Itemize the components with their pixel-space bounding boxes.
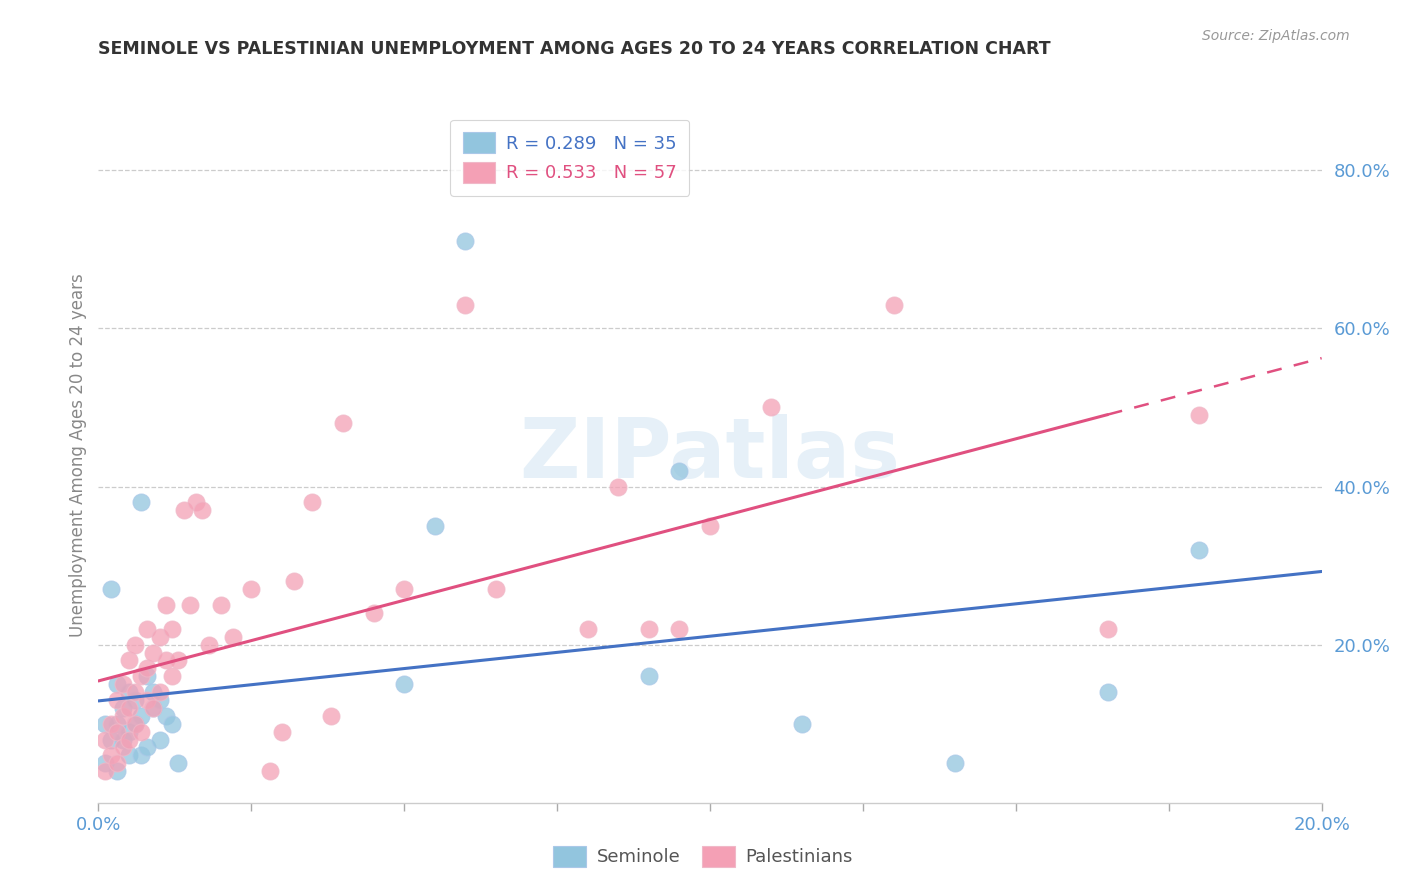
Point <box>1188 409 1211 423</box>
Point <box>637 622 661 636</box>
Point <box>160 669 183 683</box>
Point <box>319 708 342 723</box>
Point <box>118 701 141 715</box>
Point <box>136 661 159 675</box>
Point <box>240 582 263 597</box>
Legend: R = 0.289   N = 35, R = 0.533   N = 57: R = 0.289 N = 35, R = 0.533 N = 57 <box>450 120 689 195</box>
Point <box>699 519 721 533</box>
Point <box>191 503 214 517</box>
Point <box>149 732 172 747</box>
Point <box>105 724 128 739</box>
Point <box>124 716 146 731</box>
Point <box>129 724 152 739</box>
Point <box>454 235 477 249</box>
Point <box>197 638 219 652</box>
Point <box>129 495 152 509</box>
Point <box>167 756 190 771</box>
Y-axis label: Unemployment Among Ages 20 to 24 years: Unemployment Among Ages 20 to 24 years <box>69 273 87 637</box>
Point <box>118 724 141 739</box>
Point <box>283 574 305 589</box>
Point <box>118 748 141 763</box>
Point <box>105 693 128 707</box>
Point <box>160 716 183 731</box>
Point <box>93 732 115 747</box>
Point <box>209 598 232 612</box>
Point <box>93 764 115 779</box>
Point <box>129 748 152 763</box>
Point <box>186 495 208 509</box>
Point <box>129 669 152 683</box>
Point <box>136 669 159 683</box>
Point <box>149 630 172 644</box>
Text: Source: ZipAtlas.com: Source: ZipAtlas.com <box>1202 29 1350 43</box>
Point <box>1097 622 1119 636</box>
Point <box>136 740 159 755</box>
Point <box>124 693 146 707</box>
Point <box>392 677 416 691</box>
Point <box>576 622 599 636</box>
Point <box>100 732 122 747</box>
Point <box>136 693 159 707</box>
Point <box>259 764 281 779</box>
Point <box>363 606 385 620</box>
Point <box>167 653 190 667</box>
Point <box>136 622 159 636</box>
Point <box>111 677 134 691</box>
Point <box>1097 685 1119 699</box>
Point <box>301 495 323 509</box>
Point <box>142 685 165 699</box>
Legend: Seminole, Palestinians: Seminole, Palestinians <box>546 838 860 874</box>
Point <box>179 598 201 612</box>
Point <box>883 298 905 312</box>
Point <box>392 582 416 597</box>
Point <box>668 622 690 636</box>
Point <box>118 685 141 699</box>
Point <box>100 716 122 731</box>
Point <box>124 638 146 652</box>
Point <box>142 646 165 660</box>
Point <box>454 298 477 312</box>
Point <box>270 724 292 739</box>
Point <box>637 669 661 683</box>
Text: ZIPatlas: ZIPatlas <box>520 415 900 495</box>
Point <box>332 417 354 431</box>
Point <box>149 685 172 699</box>
Point <box>1188 542 1211 557</box>
Point <box>100 748 122 763</box>
Point <box>118 653 141 667</box>
Point <box>124 716 146 731</box>
Point <box>105 677 128 691</box>
Point <box>105 764 128 779</box>
Point <box>111 740 134 755</box>
Point <box>149 693 172 707</box>
Point <box>129 708 152 723</box>
Point <box>160 622 183 636</box>
Point <box>155 708 177 723</box>
Point <box>93 716 115 731</box>
Point <box>111 708 134 723</box>
Point <box>105 756 128 771</box>
Point <box>155 598 177 612</box>
Point <box>93 756 115 771</box>
Text: SEMINOLE VS PALESTINIAN UNEMPLOYMENT AMONG AGES 20 TO 24 YEARS CORRELATION CHART: SEMINOLE VS PALESTINIAN UNEMPLOYMENT AMO… <box>98 40 1052 58</box>
Point <box>124 685 146 699</box>
Point <box>668 464 690 478</box>
Point <box>100 582 122 597</box>
Point <box>111 732 134 747</box>
Point <box>155 653 177 667</box>
Point <box>111 701 134 715</box>
Point <box>759 401 782 415</box>
Point <box>943 756 966 771</box>
Point <box>485 582 508 597</box>
Point <box>142 701 165 715</box>
Point <box>607 479 630 493</box>
Point <box>142 701 165 715</box>
Point <box>173 503 195 517</box>
Point <box>790 716 813 731</box>
Point <box>118 732 141 747</box>
Point <box>105 716 128 731</box>
Point <box>222 630 245 644</box>
Point <box>423 519 446 533</box>
